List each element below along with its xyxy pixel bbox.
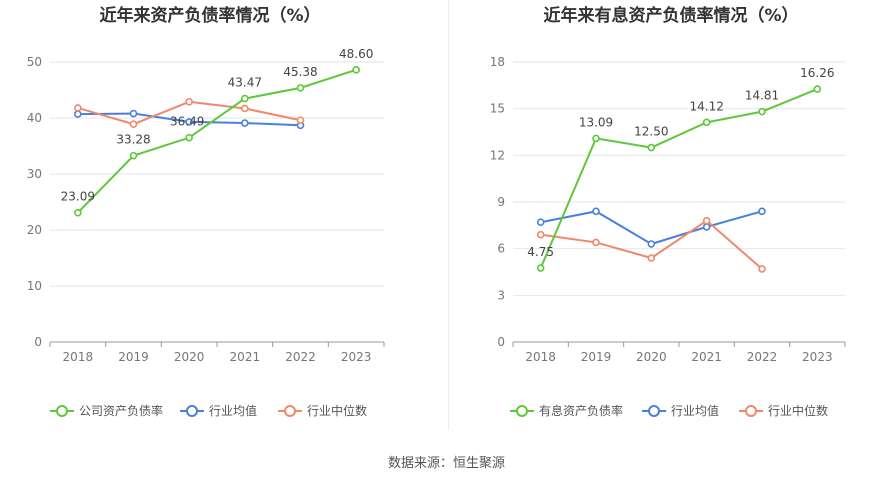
x-tick-label: 2023 [341,350,372,364]
y-tick-label: 0 [497,335,505,349]
x-tick-label: 2019 [118,350,149,364]
x-tick-label: 2022 [285,350,316,364]
data-label: 4.75 [527,245,554,259]
data-point [702,216,711,225]
data-point [536,218,545,227]
x-tick-label: 2023 [802,350,833,364]
data-label: 43.47 [228,76,262,90]
y-tick-label: 30 [27,167,42,181]
data-source: 数据来源：恒生聚源 [387,456,505,471]
x-tick-label: 2021 [691,350,722,364]
y-tick-label: 12 [490,148,505,162]
data-point [813,85,822,93]
data-point [296,84,305,92]
legend-marker [648,405,660,417]
legend-label: 有息资产负债率 [539,403,623,418]
data-label: 23.09 [61,190,95,204]
chart-debt-ratio: 近年来资产负债率情况（%） 0 10 20 30 40 50 2018 2019 2020 2021… [27,5,385,418]
y-tick-label: 20 [27,223,42,237]
x-tick-label: 2019 [581,350,612,364]
y-tick-label: 10 [27,279,42,293]
data-point [296,116,305,125]
data-point [647,254,656,262]
y-tick-label: 18 [490,55,505,69]
y-tick-label: 40 [27,111,42,125]
data-point [758,207,766,216]
data-label: 36.49 [170,115,204,129]
data-label: 45.38 [283,65,317,79]
data-label: 12.50 [634,125,668,139]
legend-label: 公司资产负债率 [79,403,163,418]
data-point [185,118,193,126]
data-point [592,134,600,143]
y-tick-label: 9 [497,195,505,209]
data-label: 33.28 [116,133,150,147]
data-point [185,133,193,142]
y-tick-label: 0 [34,335,42,349]
data-point [702,223,711,231]
legend-marker [56,405,68,417]
legend-marker [284,405,296,417]
data-label: 48.60 [339,47,373,61]
data-point [241,119,249,127]
y-tick-label: 50 [27,55,42,69]
data-point [74,208,82,217]
legend-label: 行业均值 [209,403,257,418]
y-tick-label: 3 [497,288,505,302]
data-point [536,230,545,239]
x-tick-label: 2018 [63,350,94,364]
data-label: 14.81 [745,89,779,103]
legend-marker [516,405,528,417]
data-point [241,104,249,113]
legend-marker [186,405,198,417]
data-label: 16.26 [800,66,834,80]
x-tick-label: 2021 [230,350,261,364]
data-point [129,109,138,118]
x-tick-label: 2018 [525,350,556,364]
legend-label: 行业中位数 [768,403,828,418]
data-point [647,143,656,152]
y-tick-label: 6 [497,242,505,256]
data-point [536,264,545,272]
x-tick-label: 2020 [174,350,205,364]
chart-title: 近年来有息资产负债率情况（%） [543,5,798,26]
data-label: 14.12 [689,99,723,113]
legend-label: 行业均值 [671,403,719,418]
chart-divider [448,0,449,430]
data-point [352,66,360,74]
data-point [74,110,82,118]
data-point [129,151,138,160]
chart-interest-bearing-debt-ratio: 近年来有息资产负债率情况（%） 0 3 6 9 12 15 18 2018 2019 2020 202… [490,5,846,418]
x-tick-label: 2022 [747,350,778,364]
x-tick-label: 2020 [636,350,667,364]
data-point [758,107,766,116]
data-point [702,118,711,127]
data-label: 13.09 [579,115,613,129]
legend-marker [745,405,757,417]
data-point [758,265,766,273]
data-point [185,97,193,106]
data-point [241,94,249,103]
chart-title: 近年来资产负债率情况（%） [99,5,320,26]
series-line-company [77,68,357,214]
series-line-company [539,88,818,269]
data-point [592,207,600,216]
data-point [592,238,600,247]
data-point [647,240,656,248]
legend-label: 行业中位数 [307,403,367,418]
data-point [74,104,82,112]
y-tick-label: 15 [490,102,505,116]
data-point [129,120,138,128]
